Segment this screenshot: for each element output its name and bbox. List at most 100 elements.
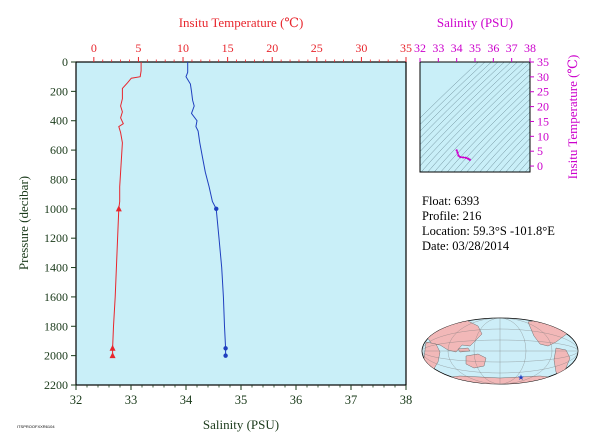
density-contour-line <box>433 74 530 172</box>
temperature-axis-ticks: 0 5 10 15 20 25 30 35 <box>91 41 412 62</box>
ts-temperature-tick-label: 15 <box>537 114 549 128</box>
ts-salinity-ticks: 32 33 34 35 36 37 38 <box>414 41 536 62</box>
pressure-tick-label: 0 <box>62 55 68 69</box>
salinity-marker <box>223 346 228 351</box>
density-contour-line <box>446 86 530 172</box>
salinity-tick-label: 35 <box>235 393 248 407</box>
temperature-tick-label: 20 <box>266 41 278 55</box>
temperature-marker <box>109 352 116 359</box>
profile-number: Profile: 216 <box>422 209 482 223</box>
density-contour-line <box>420 62 499 139</box>
density-contour-line <box>420 62 492 132</box>
world-map-inset: ★ <box>421 317 579 385</box>
ts-temperature-tick-label: 0 <box>537 159 543 173</box>
ts-salinity-tick-label: 36 <box>487 41 499 55</box>
ts-trace-point <box>464 156 467 159</box>
temperature-tick-label: 35 <box>400 41 412 55</box>
ts-temperature-tick-label: 20 <box>537 100 549 114</box>
density-contour-line <box>420 62 486 125</box>
ts-trace-point <box>468 158 471 161</box>
temperature-marker <box>109 344 116 351</box>
pressure-tick-label: 1400 <box>44 261 68 275</box>
density-contour-line <box>485 124 530 172</box>
density-contour-line <box>420 62 530 172</box>
figure-id-text: ITSPROOFXXR6104 <box>17 424 55 429</box>
temperature-tick-label: 5 <box>135 41 141 55</box>
density-contour-line <box>453 92 530 172</box>
ts-trace-point <box>456 151 459 154</box>
ts-temperature-tick-label: 10 <box>537 129 549 143</box>
salinity-tick-label: 38 <box>400 393 413 407</box>
salinity-profile-line <box>185 62 227 356</box>
ts-temperature-tick-label: 5 <box>537 144 543 158</box>
density-contour-line <box>472 111 530 172</box>
ts-temperature-title: Insitu Temperature (℃) <box>565 55 580 180</box>
ts-trace-point <box>461 156 465 159</box>
density-contour-line <box>420 62 505 146</box>
temperature-tick-label: 10 <box>177 41 189 55</box>
temperature-axis-title: Insitu Temperature (℃) <box>179 15 304 30</box>
density-contour-line <box>505 144 530 172</box>
ts-salinity-tick-label: 32 <box>414 41 426 55</box>
ts-profile-trace <box>455 149 471 161</box>
temperature-marker <box>115 205 122 212</box>
density-contour-line <box>524 166 530 172</box>
pressure-tick-label: 1600 <box>44 290 68 304</box>
pressure-tick-label: 1200 <box>44 231 68 245</box>
profile-date: Date: 03/28/2014 <box>422 239 510 253</box>
density-contour-line <box>420 62 525 167</box>
density-contour-line <box>420 62 518 160</box>
temperature-tick-label: 15 <box>222 41 234 55</box>
pressure-tick-label: 800 <box>50 172 68 186</box>
temperature-tick-label: 0 <box>91 41 97 55</box>
profile-panel: 0 5 10 15 20 25 30 35 32 33 34 35 36 37 38 0 200 400 600… <box>16 15 412 432</box>
float-location: Location: 59.3°S -101.8°E <box>422 224 555 238</box>
salinity-axis-title: Salinity (PSU) <box>203 417 279 432</box>
pressure-tick-label: 2000 <box>44 349 68 363</box>
pressure-tick-label: 600 <box>50 143 68 157</box>
pressure-tick-label: 400 <box>50 114 68 128</box>
temperature-tick-label: 30 <box>355 41 367 55</box>
ts-salinity-tick-label: 38 <box>524 41 536 55</box>
pressure-tick-label: 2200 <box>44 378 68 392</box>
density-contour-line <box>518 158 530 172</box>
ts-trace-point <box>459 156 462 159</box>
salinity-tick-label: 36 <box>290 393 303 407</box>
map-graticule <box>422 318 578 384</box>
salinity-tick-label: 34 <box>180 393 193 407</box>
ts-trace-point <box>457 154 460 157</box>
ts-salinity-title: Salinity (PSU) <box>437 15 513 30</box>
ts-temperature-tick-label: 25 <box>537 85 549 99</box>
float-location-star-icon: ★ <box>517 373 524 382</box>
profile-plot-area <box>76 62 406 385</box>
salinity-marker <box>223 353 228 358</box>
pressure-tick-label: 1800 <box>44 319 68 333</box>
temperature-profile-line <box>112 62 142 356</box>
float-id: Float: 6393 <box>422 194 480 208</box>
ts-salinity-tick-label: 37 <box>506 41 518 55</box>
density-contour-line <box>479 118 530 172</box>
density-contour-line <box>420 62 512 152</box>
salinity-marker <box>214 206 219 212</box>
density-contour-line <box>498 138 530 172</box>
salinity-tick-label: 37 <box>345 393 358 407</box>
pressure-axis-title: Pressure (decibar) <box>16 176 31 270</box>
salinity-axis-ticks: 32 33 34 35 36 37 38 <box>70 385 413 407</box>
salinity-tick-label: 32 <box>70 393 83 407</box>
temperature-tick-label: 25 <box>311 41 323 55</box>
density-contours <box>420 62 530 172</box>
density-contour-line <box>511 151 530 172</box>
ts-salinity-tick-label: 33 <box>432 41 444 55</box>
density-contour-line <box>492 131 530 172</box>
density-contour-line <box>427 68 530 172</box>
density-contour-line <box>466 105 530 172</box>
salinity-tick-label: 33 <box>125 393 138 407</box>
temperature-series <box>109 62 142 359</box>
pressure-tick-label: 1000 <box>44 202 68 216</box>
salinity-series <box>185 62 228 358</box>
density-contour-line <box>440 80 530 172</box>
ts-trace-point <box>455 149 458 152</box>
ts-temperature-tick-label: 35 <box>537 55 549 69</box>
